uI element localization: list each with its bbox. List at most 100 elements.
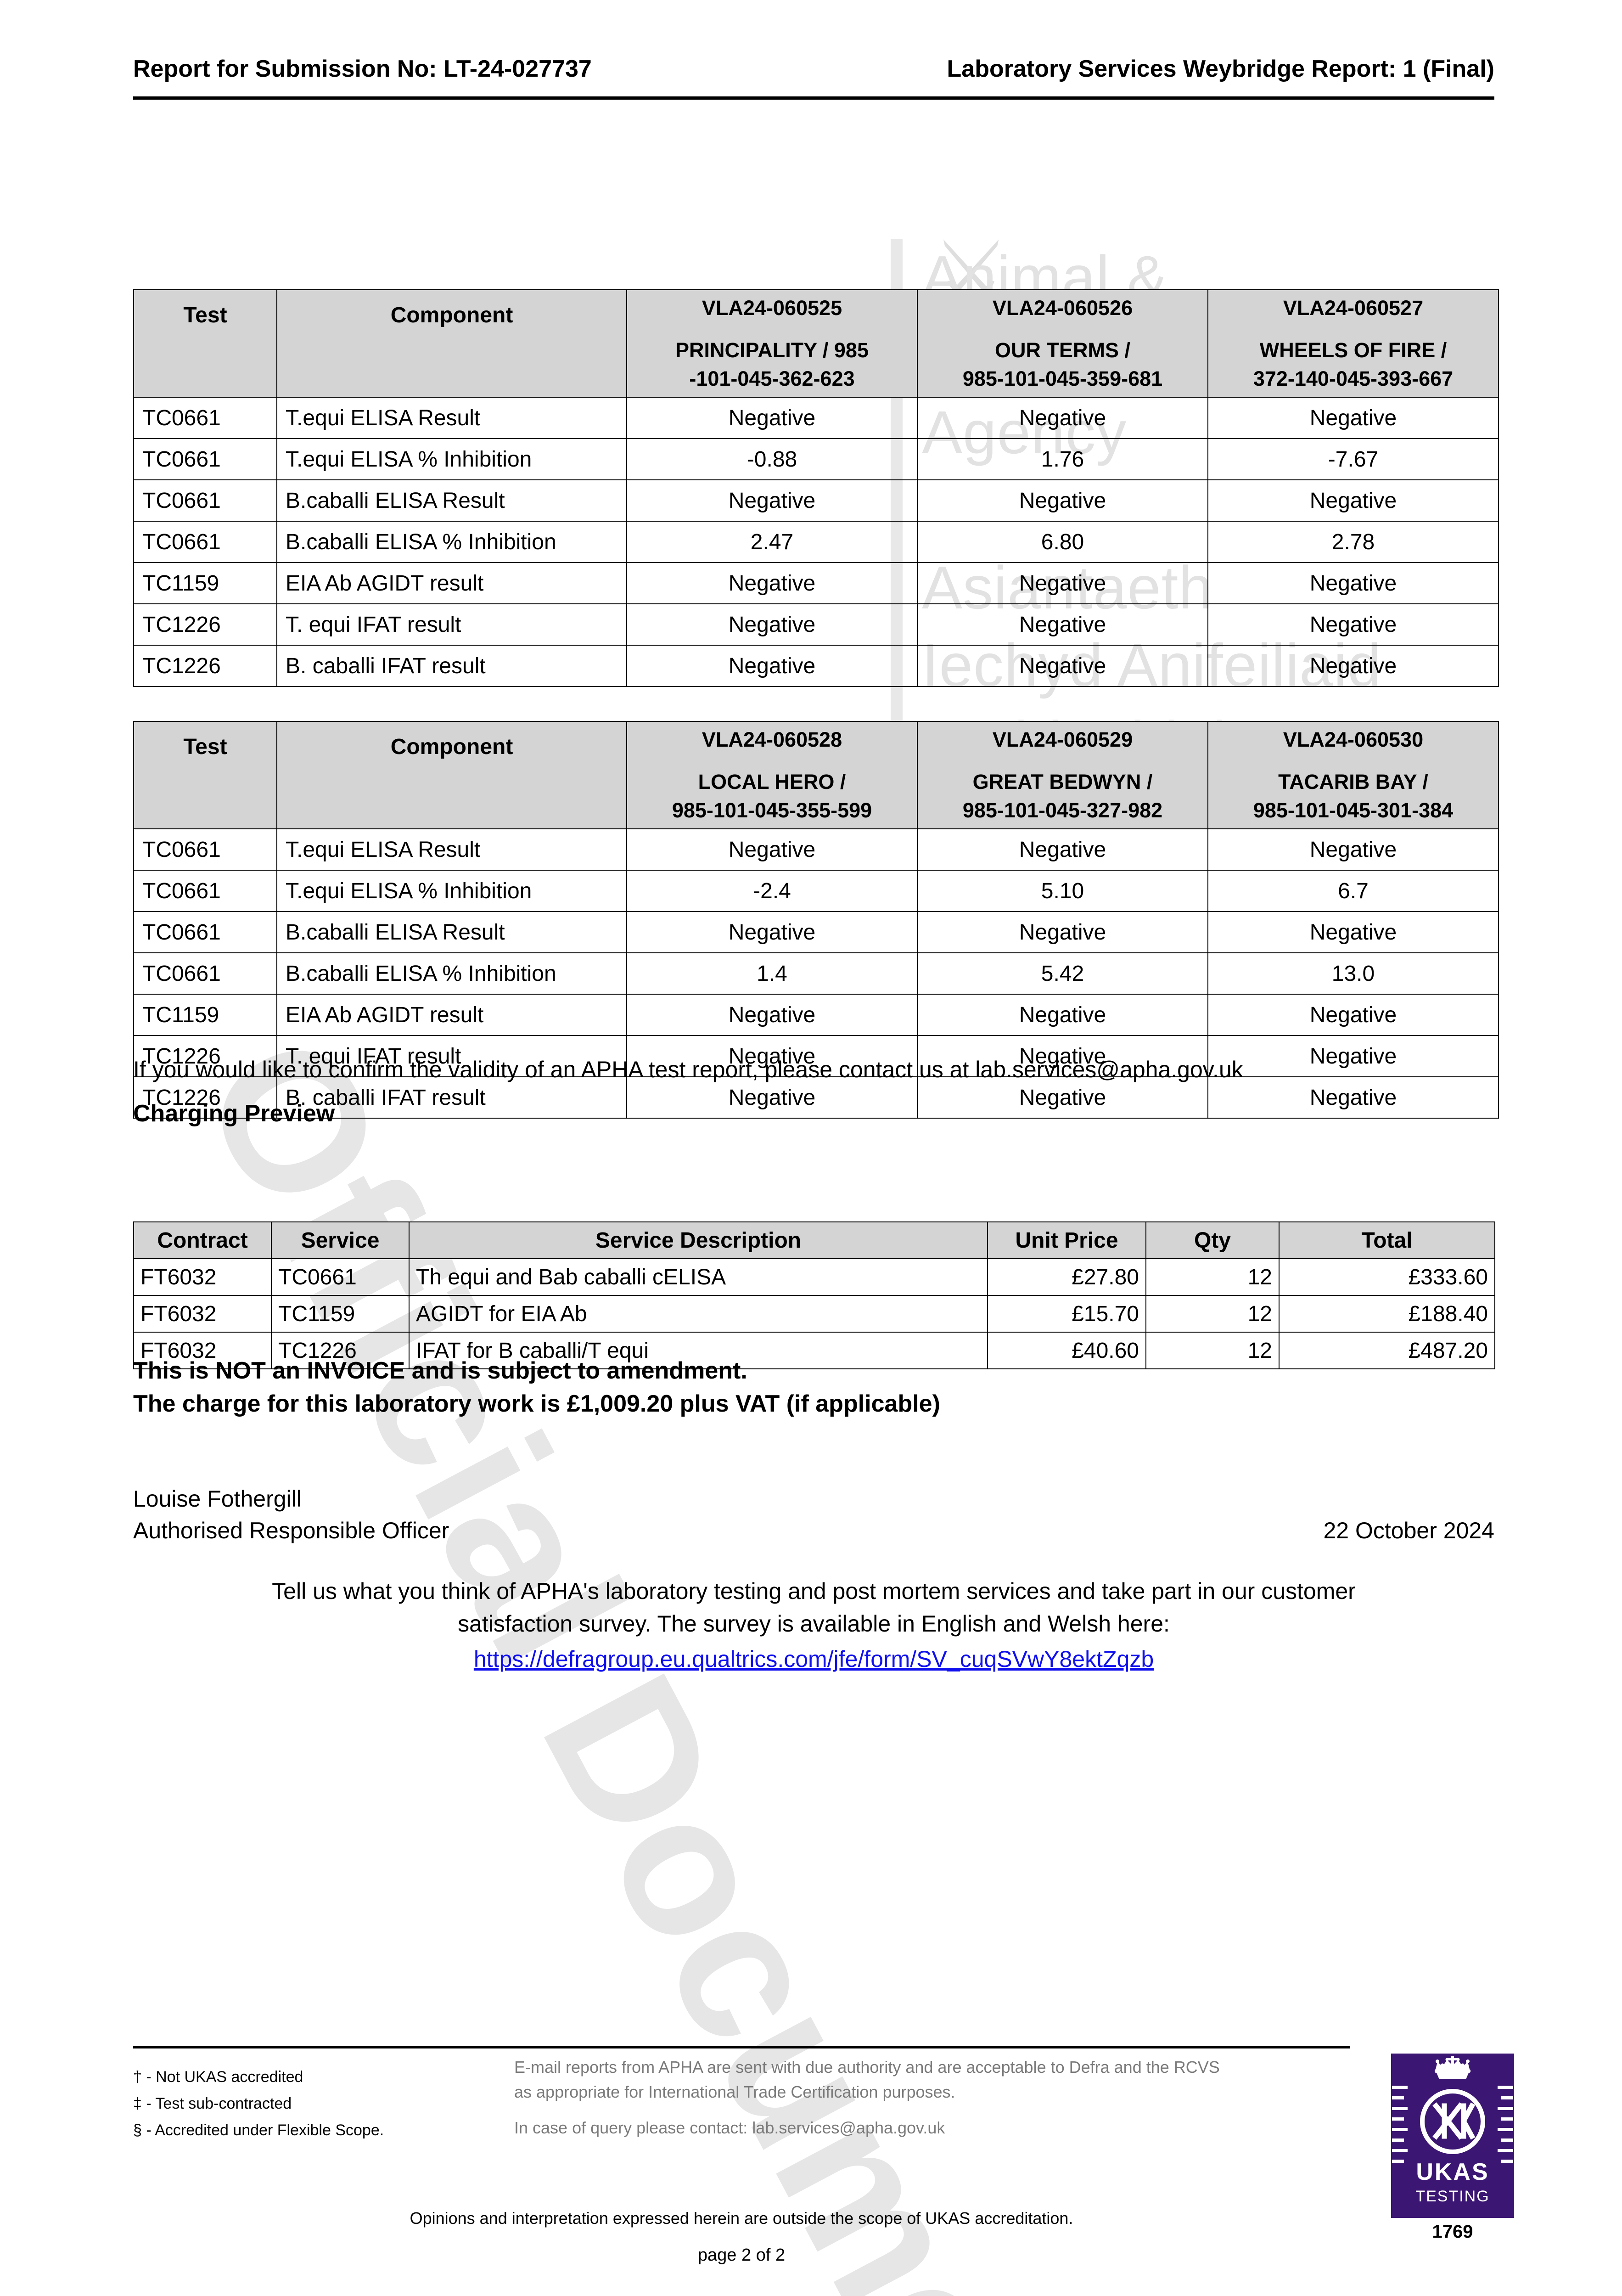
- cell-test: TC0661: [133, 438, 277, 480]
- cell-component: B.caballi ELISA Result: [276, 911, 627, 953]
- table-row: TC1226 B. caballi IFAT result Negative Nega…: [133, 645, 1499, 687]
- cell-total: £333.60: [1279, 1258, 1495, 1296]
- survey-line-1: Tell us what you think of APHA's laborat…: [272, 1578, 1356, 1604]
- sample-chip: -101-045-362-623: [689, 367, 855, 391]
- cell-total: £188.40: [1279, 1295, 1495, 1333]
- email-note-paragraph-1: E-mail reports from APHA are sent with d…: [514, 2058, 1220, 2101]
- charging-row: FT6032 TC0661 Th equi and Bab caballi cELI…: [133, 1258, 1495, 1296]
- sample-name: GREAT BEDWYN /: [972, 770, 1153, 793]
- table-row: TC0661 T.equi ELISA % Inhibition -2.4 5.10 6…: [133, 870, 1499, 912]
- column-header-sample-3: VLA24-060527 WHEELS OF FIRE / 372-140-04…: [1207, 289, 1499, 398]
- sample-id: VLA24-060530: [1283, 727, 1424, 751]
- cell-test: TC1226: [133, 1076, 277, 1119]
- cell-component: B.caballi ELISA % Inhibition: [276, 521, 627, 563]
- cell-test: TC0661: [133, 828, 277, 871]
- invoice-notice: This is NOT an INVOICE and is subject to…: [133, 1355, 940, 1421]
- sample-id: VLA24-060529: [992, 727, 1133, 751]
- cell-component: T. equi IFAT result: [276, 603, 627, 646]
- cell-component: B.caballi ELISA Result: [276, 479, 627, 522]
- cell-result-1: Negative: [626, 828, 918, 871]
- sample-id: VLA24-060525: [702, 296, 842, 320]
- validity-note: If you would like to confirm the validit…: [133, 1057, 1243, 1082]
- column-header-test: Test: [133, 289, 277, 398]
- cell-result-2: Negative: [917, 479, 1208, 522]
- cell-qty: 12: [1145, 1258, 1280, 1296]
- page-number: page 2 of 2: [697, 2245, 786, 2265]
- charging-row: FT6032 TC1159 AGIDT for EIA Ab £15.70 12 £188…: [133, 1295, 1495, 1333]
- cell-result-3: -7.67: [1207, 438, 1499, 480]
- cell-result-2: Negative: [917, 828, 1208, 871]
- cell-result-1: Negative: [626, 1035, 918, 1077]
- column-header-service-description: Service Description: [409, 1221, 988, 1259]
- cell-contract: FT6032: [133, 1258, 272, 1296]
- cell-test: TC0661: [133, 911, 277, 953]
- cell-unit-price: £27.80: [987, 1258, 1146, 1296]
- cell-result-1: Negative: [626, 562, 918, 604]
- sample-name: WHEELS OF FIRE /: [1259, 338, 1447, 362]
- email-note-paragraph-2: In case of query please contact: lab.ser…: [514, 2118, 945, 2137]
- ukas-left-ticks-icon: [1392, 2086, 1408, 2163]
- ukas-symbol-icon: [1420, 2089, 1485, 2154]
- table-row: TC0661 B.caballi ELISA Result Negative Nega…: [133, 479, 1499, 522]
- notice-line-2: The charge for this laboratory work is £…: [133, 1390, 940, 1417]
- table-row: TC0661 T.equi ELISA Result Negative Negativ…: [133, 828, 1499, 871]
- cell-test: TC0661: [133, 479, 277, 522]
- column-header-service: Service: [271, 1221, 410, 1259]
- results-table-2-body: TC0661 T.equi ELISA Result Negative Negativ…: [133, 828, 1499, 1119]
- cell-component: B.caballi ELISA % Inhibition: [276, 952, 627, 995]
- table-header-row: Test Component VLA24-060528 LOCAL HERO /…: [133, 721, 1499, 829]
- cell-result-1: Negative: [626, 397, 918, 439]
- column-header-sample-3: VLA24-060530 TACARIB BAY / 985-101-045-3…: [1207, 721, 1499, 829]
- sample-name: TACARIB BAY /: [1278, 770, 1428, 793]
- table-row: TC1159 EIA Ab AGIDT result Negative Negativ…: [133, 994, 1499, 1036]
- table-row: TC1226 T. equi IFAT result Negative Negativ…: [133, 603, 1499, 646]
- cell-result-1: Negative: [626, 994, 918, 1036]
- cell-result-3: Negative: [1207, 479, 1499, 522]
- cell-result-3: Negative: [1207, 397, 1499, 439]
- ukas-accreditation-number: 1769: [1432, 2222, 1473, 2242]
- cell-result-3: Negative: [1207, 911, 1499, 953]
- column-header-test: Test: [133, 721, 277, 829]
- column-header-sample-1: VLA24-060525 PRINCIPALITY / 985 -101-045…: [626, 289, 918, 398]
- cell-service-description: IFAT for B caballi/T equi: [409, 1332, 988, 1369]
- cell-test: TC1159: [133, 994, 277, 1036]
- cell-result-1: Negative: [626, 1076, 918, 1119]
- cell-qty: 12: [1145, 1332, 1280, 1369]
- table-row: TC0661 B.caballi ELISA % Inhibition 1.4 5.4…: [133, 952, 1499, 995]
- table-row: TC1226 B. caballi IFAT result Negative Nega…: [133, 1076, 1499, 1119]
- cell-test: TC0661: [133, 952, 277, 995]
- table-row: TC1159 EIA Ab AGIDT result Negative Negativ…: [133, 562, 1499, 604]
- ukas-wordmark: UKAS: [1416, 2159, 1489, 2185]
- table-row: TC0661 B.caballi ELISA Result Negative Nega…: [133, 911, 1499, 953]
- cell-result-1: 1.4: [626, 952, 918, 995]
- column-header-component: Component: [276, 289, 627, 398]
- sample-chip: 985-101-045-359-681: [962, 367, 1163, 391]
- submission-number: Report for Submission No: LT-24-027737: [133, 56, 592, 82]
- cell-component: T.equi ELISA % Inhibition: [276, 438, 627, 480]
- column-header-component: Component: [276, 721, 627, 829]
- cell-service: TC1226: [271, 1332, 410, 1369]
- cell-result-2: 5.42: [917, 952, 1208, 995]
- column-header-sample-1: VLA24-060528 LOCAL HERO / 985-101-045-35…: [626, 721, 918, 829]
- column-header-unit-price: Unit Price: [987, 1221, 1146, 1259]
- cell-result-3: 2.78: [1207, 521, 1499, 563]
- sample-chip: 985-101-045-355-599: [672, 799, 872, 822]
- cell-result-2: Negative: [917, 1035, 1208, 1077]
- sample-name: PRINCIPALITY / 985: [675, 338, 869, 362]
- signature-block: Louise Fothergill Authorised Responsible…: [133, 1483, 1494, 1547]
- crown-icon: [1435, 2056, 1470, 2079]
- table-header-row: Test Component VLA24-060525 PRINCIPALITY…: [133, 289, 1499, 398]
- cell-result-3: Negative: [1207, 828, 1499, 871]
- column-header-sample-2: VLA24-060526 OUR TERMS / 985-101-045-359…: [917, 289, 1208, 398]
- cell-service: TC1159: [271, 1295, 410, 1333]
- cell-result-3: Negative: [1207, 994, 1499, 1036]
- cell-test: TC0661: [133, 397, 277, 439]
- cell-test: TC0661: [133, 870, 277, 912]
- cell-test: TC0661: [133, 521, 277, 563]
- survey-link[interactable]: https://defragroup.eu.qualtrics.com/jfe/…: [473, 1646, 1154, 1672]
- sample-chip: 985-101-045-301-384: [1253, 799, 1454, 822]
- report-title: Laboratory Services Weybridge Report: 1 …: [947, 56, 1494, 82]
- cell-unit-price: £15.70: [987, 1295, 1146, 1333]
- footer-divider: [133, 2046, 1350, 2048]
- cell-component: T.equi ELISA Result: [276, 397, 627, 439]
